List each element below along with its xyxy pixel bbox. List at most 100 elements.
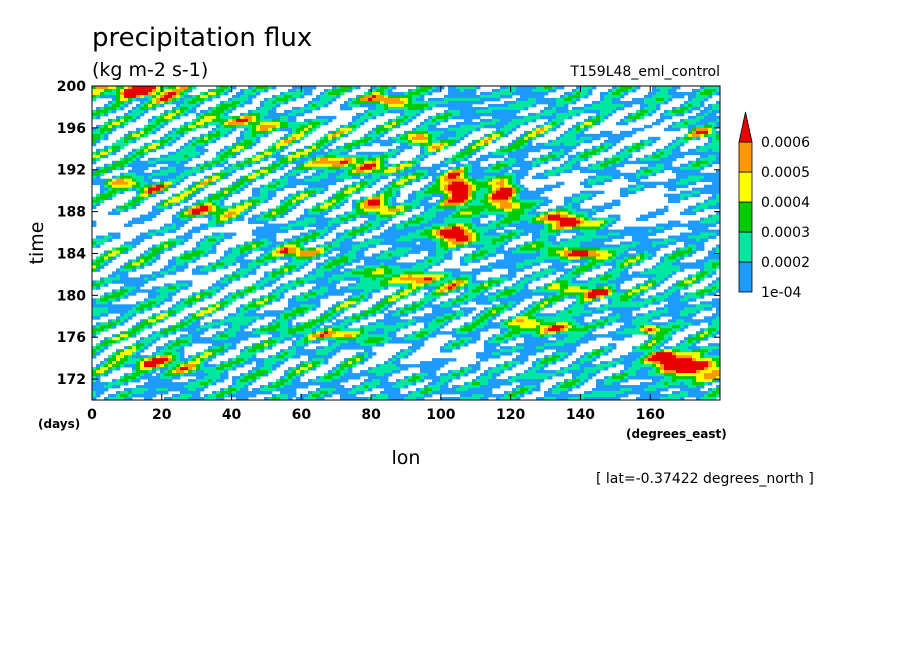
field-cell <box>556 292 561 296</box>
field-cell <box>708 259 721 263</box>
field-cell <box>376 304 385 308</box>
field-cell <box>632 86 637 90</box>
field-cell <box>164 112 169 117</box>
field-cell <box>136 325 145 329</box>
field-cell <box>384 298 389 302</box>
field-cell <box>592 148 601 153</box>
field-cell <box>380 100 385 105</box>
field-cell <box>224 166 229 171</box>
field-cell <box>552 166 557 171</box>
field-cell <box>648 163 657 168</box>
field-cell <box>448 127 477 132</box>
field-cell <box>320 94 337 99</box>
field-cell <box>348 304 353 308</box>
field-cell <box>356 151 385 156</box>
field-cell <box>420 145 425 150</box>
field-cell <box>152 115 157 120</box>
field-cell <box>400 286 405 290</box>
field-cell <box>460 295 465 299</box>
field-cell <box>716 220 721 224</box>
field-cell <box>248 304 261 308</box>
field-cell <box>208 181 213 186</box>
field-cell <box>456 289 461 293</box>
field-cell <box>504 319 509 323</box>
field-cell <box>412 322 417 326</box>
field-cell <box>448 124 461 129</box>
field-cell <box>164 316 169 320</box>
field-cell <box>368 172 373 177</box>
field-cell <box>396 226 405 230</box>
field-cell <box>104 277 121 281</box>
field-cell <box>616 256 625 260</box>
field-cell <box>460 151 473 156</box>
field-cell <box>428 334 437 338</box>
field-cell <box>204 115 217 120</box>
field-cell <box>504 322 509 326</box>
field-cell <box>300 106 317 111</box>
field-cell <box>524 307 529 311</box>
field-cell <box>280 148 285 153</box>
field-cell <box>396 205 405 210</box>
field-cell <box>424 187 429 192</box>
field-cell <box>620 265 625 269</box>
field-cell <box>228 247 233 251</box>
field-cell <box>704 292 709 296</box>
field-cell <box>208 160 213 165</box>
field-cell <box>296 331 313 335</box>
field-cell <box>556 223 561 227</box>
field-cell <box>456 121 481 126</box>
field-cell <box>708 235 717 239</box>
field-cell <box>432 298 437 302</box>
field-cell <box>572 268 577 272</box>
field-cell <box>188 283 193 287</box>
field-cell <box>660 112 665 117</box>
field-cell <box>192 94 197 99</box>
field-cell <box>388 121 393 126</box>
field-cell <box>564 151 569 156</box>
field-cell <box>348 322 353 326</box>
field-cell <box>176 310 181 314</box>
field-cell <box>412 331 417 335</box>
field-cell <box>184 199 189 204</box>
field-cell <box>500 331 505 335</box>
field-cell <box>692 340 697 344</box>
field-cell <box>664 205 669 210</box>
field-cell <box>136 103 141 108</box>
field-cell <box>128 334 133 338</box>
field-cell <box>296 244 301 248</box>
field-cell <box>460 283 465 287</box>
field-cell <box>328 262 341 266</box>
field-cell <box>308 208 313 212</box>
field-cell <box>220 277 225 281</box>
field-cell <box>648 334 653 338</box>
field-cell <box>328 166 341 171</box>
field-cell <box>188 109 197 114</box>
field-cell <box>360 172 369 177</box>
field-cell <box>352 181 357 186</box>
field-cell <box>260 103 265 108</box>
field-cell <box>328 139 333 144</box>
field-cell <box>476 319 485 323</box>
field-cell <box>512 334 521 338</box>
field-cell <box>636 316 653 320</box>
field-cell <box>496 250 513 254</box>
field-cell <box>192 226 209 230</box>
field-cell <box>284 289 289 293</box>
field-cell <box>596 181 605 186</box>
field-cell <box>328 226 337 230</box>
field-cell <box>668 154 685 159</box>
field-cell <box>316 220 329 224</box>
field-cell <box>576 97 581 102</box>
field-cell <box>544 121 549 126</box>
field-cell <box>476 145 481 150</box>
field-cell <box>316 277 329 281</box>
field-cell <box>100 262 105 266</box>
field-cell <box>228 220 233 224</box>
field-cell <box>336 235 341 239</box>
field-cell <box>708 103 713 108</box>
field-cell <box>664 304 697 308</box>
field-cell <box>520 145 525 150</box>
field-cell <box>228 118 233 123</box>
field-cell <box>416 112 421 117</box>
field-cell <box>96 256 101 260</box>
